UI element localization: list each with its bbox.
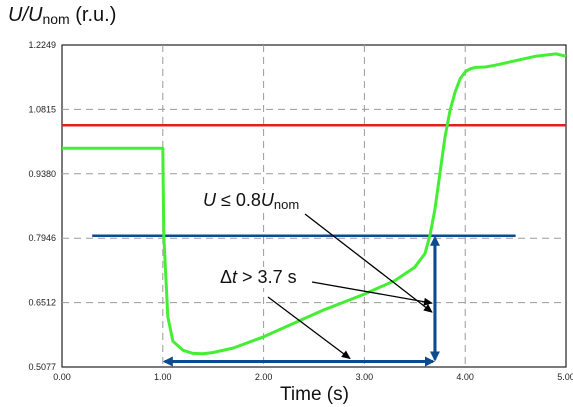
duration-annotation: Δt > 3.7 s [218,267,299,288]
voltage-curve [62,52,567,356]
threshold-annotation-var2: U [260,190,274,210]
y-tick-label: 1.0815 [28,104,56,114]
y-axis-label-var: U/U [8,4,43,26]
y-tick-label: 0.9380 [28,169,56,179]
y-tick-label: 1.2249 [28,40,56,50]
duration-annotation-var: t [232,267,238,287]
duration-pointer-right [311,281,433,306]
x-tick-label: 4.00 [456,372,474,382]
y-tick-label: 0.7946 [28,233,56,243]
threshold-annotation-var: U [203,190,216,210]
x-tick-label: 2.00 [255,372,273,382]
y-axis-label: U/Unom (r.u.) [8,4,116,27]
duration-annotation-rest: > 3.7 s [237,267,297,287]
y-tick-label: 0.5077 [28,362,56,372]
x-tick-label: 1.00 [154,372,172,382]
y-axis-label-sub: nom [42,11,70,27]
threshold-annotation: U ≤ 0.8Unom [201,190,302,212]
x-tick-label: 3.00 [356,372,374,382]
x-tick-label: 5.00 [557,372,573,382]
x-tick-label: 0.00 [53,372,71,382]
threshold-annotation-sub: nom [273,197,300,212]
threshold-pointer [304,213,433,313]
y-axis-label-unit: (r.u.) [69,4,117,26]
threshold-annotation-op: ≤ 0.8 [216,190,261,210]
duration-pointer-left [267,296,351,360]
y-tick-label: 0.6512 [28,298,56,308]
plot-area [61,44,567,368]
x-axis-label: Time (s) [280,384,349,405]
duration-annotation-prefix: Δ [220,267,233,287]
